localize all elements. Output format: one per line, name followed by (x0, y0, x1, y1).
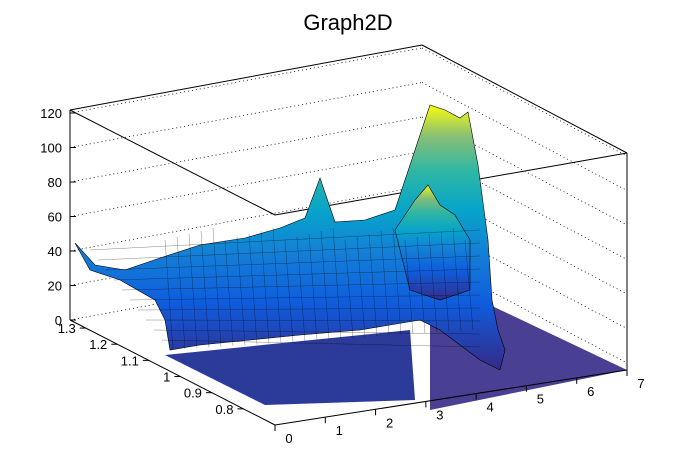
mesh-line (464, 239, 474, 331)
z-tick-label: 60 (48, 210, 62, 225)
mesh-line (161, 339, 481, 348)
y-axis: 0.8 0.9 1 1.1 1.2 1.3 (58, 319, 276, 426)
mesh-line (380, 230, 390, 336)
x-tick-label: 5 (537, 392, 544, 407)
mesh-line (344, 239, 354, 339)
x-tick-label: 6 (587, 384, 594, 399)
mesh-line (188, 233, 198, 349)
surface-mesh (89, 227, 481, 351)
x-tick-label: 2 (386, 415, 393, 430)
mesh-line (284, 239, 294, 343)
mesh-line (272, 227, 282, 343)
z-tick-label: 40 (48, 244, 62, 259)
mesh-line (97, 242, 481, 261)
mesh-line (212, 227, 222, 347)
mesh-line (105, 255, 481, 271)
mesh-line (164, 239, 174, 351)
z-tick-label: 20 (48, 279, 62, 294)
y-tick-label: 1 (163, 370, 170, 385)
mesh-line (153, 329, 481, 335)
mesh-line (392, 227, 402, 335)
z-gridline (69, 47, 423, 114)
x-axis: 0 1 2 3 4 5 6 7 (274, 369, 645, 446)
x-tick-label: 4 (487, 400, 494, 415)
z-axis: 0 20 40 60 80 100 120 (40, 106, 76, 328)
mesh-line (224, 239, 234, 347)
mesh-line (236, 236, 246, 346)
x-tick-label: 0 (285, 431, 292, 446)
z-tick-label: 0 (55, 313, 62, 328)
mesh-line (332, 227, 342, 339)
mesh-line (308, 233, 318, 341)
mesh-line (248, 233, 258, 345)
mesh-line (129, 294, 481, 301)
mesh-line (260, 230, 270, 344)
z-tick-label: 120 (40, 106, 62, 121)
x-tick-label: 1 (336, 423, 343, 438)
mesh-line (137, 307, 481, 311)
y-tick-label: 0.9 (184, 386, 202, 401)
mesh-line (145, 319, 481, 322)
x-tick-label: 7 (637, 376, 644, 391)
y-tick-label: 1.2 (89, 337, 107, 352)
mesh-line (404, 239, 414, 335)
mesh-line (440, 230, 450, 332)
x-tick-label: 3 (436, 407, 443, 422)
mesh-line (89, 229, 481, 251)
surface (74, 104, 627, 410)
mesh-line (200, 230, 210, 348)
surface-peak-mid (394, 184, 471, 301)
z-gridline (69, 82, 423, 148)
y-tick-label: 1.3 (58, 321, 76, 336)
mesh-line (121, 281, 481, 291)
y-tick-label: 0.8 (215, 402, 233, 417)
surface-body (74, 104, 506, 371)
z-gridline (69, 151, 423, 217)
front-floor-region (165, 330, 415, 405)
mesh-line (296, 236, 306, 342)
mesh-line (452, 227, 462, 331)
mesh-line (113, 268, 481, 281)
z-tick-label: 100 (40, 141, 62, 156)
z-gridline (69, 116, 423, 183)
chart-title: Graph2D (303, 10, 392, 35)
mesh-line (368, 233, 378, 337)
y-tick-label: 1.1 (121, 353, 139, 368)
z-tick-label: 80 (48, 175, 62, 190)
mesh-line (416, 236, 426, 334)
